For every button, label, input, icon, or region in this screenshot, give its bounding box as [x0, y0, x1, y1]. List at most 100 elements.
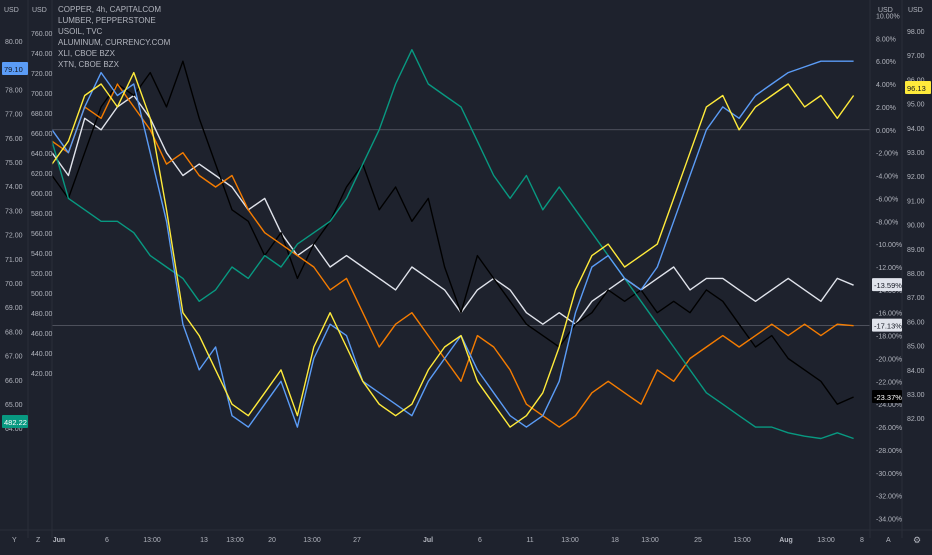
right2-tick-label: 83.00: [907, 392, 925, 399]
right1-tick-label: -20.00%: [876, 356, 902, 363]
x-tick-label: 18: [611, 537, 619, 544]
x-tick-label: 13:00: [303, 537, 321, 544]
x-tick-label: 8: [860, 537, 864, 544]
right1-tick-label: -2.00%: [876, 151, 898, 158]
right1-tick-label: -18.00%: [876, 334, 902, 341]
left1-tick-label: 65.00: [5, 402, 23, 409]
right1-tick-label: 10.00%: [876, 13, 900, 20]
corner-z-label: Z: [36, 537, 41, 544]
right1-tick-label: -4.00%: [876, 174, 898, 181]
series-line-4: [51, 60, 854, 428]
left2-tick-label: 700.00: [31, 91, 53, 98]
right2-tick-label: 96.00: [907, 77, 925, 84]
left2-tick-label: 440.00: [31, 351, 53, 358]
right2-tick-label: 93.00: [907, 150, 925, 157]
x-tick-label: 11: [526, 537, 533, 544]
legend-entry: XLI, CBOE BZX: [58, 49, 116, 58]
pct-badge-white-bg: [872, 278, 902, 292]
legend-entry: LUMBER, PEPPERSTONE: [58, 16, 156, 25]
left1-tick-label: 68.00: [5, 329, 23, 336]
right2-tick-label: 90.00: [907, 223, 925, 230]
left2-tick-label: 760.00: [31, 31, 53, 38]
legend-entry: ALUMINUM, CURRENCY.COM: [58, 38, 171, 47]
x-tick-label: 13: [200, 537, 208, 544]
left2-tick-label: 420.00: [31, 371, 53, 378]
left2-tick-label: 660.00: [31, 131, 53, 138]
right1-tick-label: -28.00%: [876, 448, 902, 455]
right1-unit: USD: [878, 7, 893, 14]
right1-tick-label: -8.00%: [876, 219, 898, 226]
right1-tick-label: 0.00%: [876, 128, 896, 135]
left1-tick-label: 71.00: [5, 257, 23, 264]
right2-unit: USD: [908, 7, 923, 14]
right1-tick-label: -22.00%: [876, 379, 902, 386]
x-tick-label: 6: [105, 537, 109, 544]
series-line-2: [51, 83, 854, 428]
left2-tick-label: 540.00: [31, 251, 53, 258]
right2-tick-label: 84.00: [907, 368, 925, 375]
x-tick-label: 25: [694, 537, 702, 544]
right1-tick-label: 8.00%: [876, 36, 896, 43]
left2-tick-label: 500.00: [31, 291, 53, 298]
right1-tick-label: -32.00%: [876, 494, 902, 501]
corner-y-label: Y: [12, 537, 17, 544]
series-line-0: [51, 94, 854, 325]
x-tick-label: 27: [353, 537, 361, 544]
x-tick-label: 20: [268, 537, 276, 544]
left1-tick-label: 78.00: [5, 87, 23, 94]
series-line-3: [51, 49, 854, 440]
left2-tick-label: 640.00: [31, 151, 53, 158]
left2-badge: 482.22: [4, 418, 27, 427]
left2-tick-label: 520.00: [31, 271, 53, 278]
left2-badge-bg: [2, 415, 28, 428]
corner-a-label: A: [886, 537, 891, 544]
x-tick-label: 13:00: [561, 537, 579, 544]
right1-tick-label: -16.00%: [876, 311, 902, 318]
right2-tick-label: 94.00: [907, 126, 925, 133]
left2-tick-label: 680.00: [31, 111, 53, 118]
right2-tick-label: 97.00: [907, 53, 925, 60]
right1-tick-label: -6.00%: [876, 196, 898, 203]
left1-tick-label: 67.00: [5, 354, 23, 361]
right2-tick-label: 91.00: [907, 198, 925, 205]
right2-tick-label: 82.00: [907, 416, 925, 423]
left2-tick-label: 620.00: [31, 171, 53, 178]
right2-tick-label: 85.00: [907, 344, 925, 351]
right2-tick-label: 87.00: [907, 295, 925, 302]
right1-tick-label: -10.00%: [876, 242, 902, 249]
pct-badge-reference: -17.13%: [874, 322, 902, 331]
left1-tick-label: 74.00: [5, 184, 23, 191]
left1-tick-label: 70.00: [5, 281, 23, 288]
left2-tick-label: 600.00: [31, 191, 53, 198]
grid-layer: [52, 129, 870, 327]
right2-tick-label: 95.00: [907, 102, 925, 109]
x-tick-label: Jun: [53, 537, 65, 544]
left2-unit: USD: [32, 7, 47, 14]
pct-badge-reference-bg: [872, 318, 902, 332]
right2-tick-label: 98.00: [907, 29, 925, 36]
x-tick-label: Jul: [423, 537, 433, 544]
series-layer: [51, 49, 855, 440]
pct-badge-white: -13.59%: [874, 281, 902, 290]
right1-tick-label: 4.00%: [876, 82, 896, 89]
legend-entry: XTN, CBOE BZX: [58, 60, 120, 69]
x-tick-label: Aug: [779, 537, 793, 544]
right1-tick-label: -14.00%: [876, 288, 902, 295]
legend-entry: COPPER, 4h, CAPITALCOM: [58, 5, 161, 14]
right1-tick-label: -26.00%: [876, 425, 902, 432]
legend: COPPER, 4h, CAPITALCOM LUMBER, PEPPERSTON…: [58, 5, 171, 69]
left1-tick-label: 66.00: [5, 378, 23, 385]
right2-tick-label: 88.00: [907, 271, 925, 278]
left1-tick-label: 76.00: [5, 136, 23, 143]
left2-tick-label: 580.00: [31, 211, 53, 218]
pct-badge-black: -23.37%: [874, 393, 902, 402]
left1-tick-label: 73.00: [5, 208, 23, 215]
right1-tick-label: -24.00%: [876, 402, 902, 409]
left2-tick-label: 740.00: [31, 51, 53, 58]
right1-tick-label: 6.00%: [876, 59, 896, 66]
left2-tick-label: 720.00: [31, 71, 53, 78]
